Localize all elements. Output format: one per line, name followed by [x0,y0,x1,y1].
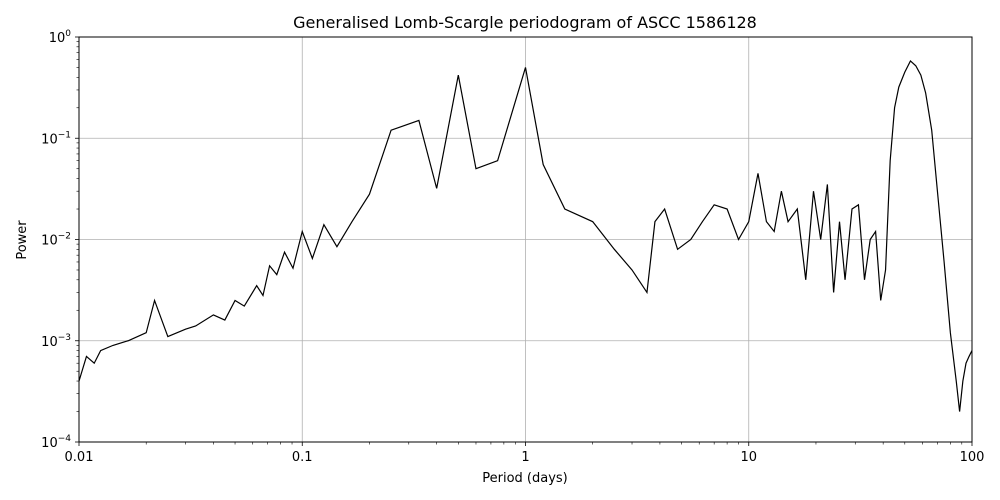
major-ticks [75,36,973,446]
periodogram-line [79,59,972,412]
x-tick-label: 0.01 [65,450,94,465]
y-tick-label: 10−3 [41,333,71,350]
y-axis-title: Power [15,220,30,260]
y-tick-label: 10−1 [41,130,71,147]
chart-title: Generalised Lomb-Scargle periodogram of … [293,13,757,32]
x-tick-label: 1 [521,450,529,465]
x-tick-labels: 0.01 0.1 1 10 100 [65,450,985,465]
y-tick-label: 100 [49,29,72,46]
y-tick-label: 10−4 [41,434,71,451]
x-tick-label: 0.1 [292,450,313,465]
series-layer [79,59,972,412]
y-tick-labels: 10−4 10−3 10−2 10−1 100 [41,29,71,451]
x-tick-label: 100 [960,450,985,465]
plot-frame [78,36,973,443]
x-axis-title: Period (days) [482,471,568,486]
y-tick-label: 10−2 [41,232,71,249]
minor-ticks [76,41,963,445]
x-tick-label: 10 [740,450,757,465]
